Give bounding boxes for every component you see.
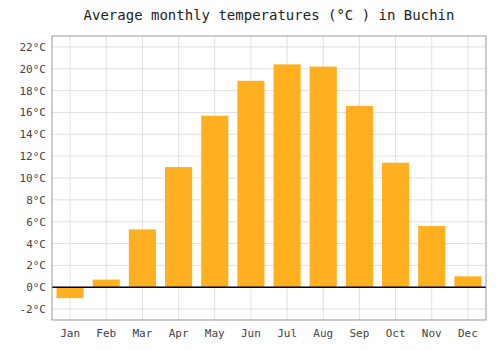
y-grid-line [52,287,486,288]
plot-frame [52,36,486,320]
bar [201,116,228,287]
y-tick-label: 22°C [20,41,47,54]
y-tick-label: 4°C [26,238,46,251]
x-grid-line [70,36,71,320]
y-grid-line [52,178,486,179]
x-tick-label: Oct [386,327,406,340]
y-tick-label: 2°C [26,259,46,272]
y-tick-label: 10°C [20,172,47,185]
bar [165,167,192,287]
x-tick-label: Apr [169,327,189,340]
x-tick-label: Dec [458,327,478,340]
y-grid-line [52,156,486,157]
bars [57,64,482,298]
bar [93,280,120,288]
y-grid-line [52,90,486,91]
y-grid-line [52,134,486,135]
zero-line [52,286,486,288]
bar [454,276,481,287]
y-grid-line [52,309,486,310]
chart-container: Average monthly temperatures (°C ) in Bu… [0,0,500,350]
bar [418,226,445,287]
bar [237,81,264,287]
x-tick-label: Jan [60,327,80,340]
x-tick-label: May [205,327,225,340]
x-tick-label: Feb [96,327,116,340]
y-tick-label: 16°C [20,106,47,119]
y-tick-label: 8°C [26,194,46,207]
y-grid-line [52,112,486,113]
y-grid-line [52,199,486,200]
y-grid-line [52,68,486,69]
bar [382,163,409,288]
bar [129,229,156,287]
bar [346,106,373,287]
y-grid-line [52,221,486,222]
y-tick-label: 12°C [20,150,47,163]
title: Average monthly temperatures (°C ) in Bu… [84,7,455,23]
bar [57,287,84,298]
chart-svg: Average monthly temperatures (°C ) in Bu… [0,0,500,350]
x-tick-label: Sep [349,327,369,340]
x-tick-label: Jun [241,327,261,340]
x-tick-label: Aug [313,327,333,340]
x-grid-line [106,36,107,320]
y-tick-label: 14°C [20,128,47,141]
bar [310,67,337,288]
y-tick-label: -2°C [20,303,47,316]
bar [274,64,301,287]
x-tick-label: Jul [277,327,297,340]
y-tick-label: 6°C [26,216,46,229]
y-tick-label: 0°C [26,281,46,294]
y-tick-label: 20°C [20,63,47,76]
x-tick-label: Mar [132,327,152,340]
y-grid-line [52,46,486,47]
grid [52,36,486,320]
y-tick-label: 18°C [20,85,47,98]
x-tick-label: Nov [422,327,442,340]
